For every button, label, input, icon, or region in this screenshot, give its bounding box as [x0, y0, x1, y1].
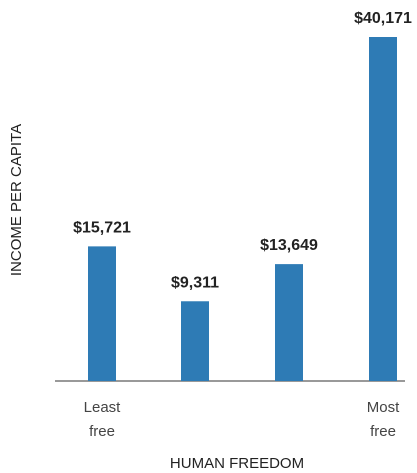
- y-axis-label: INCOME PER CAPITA: [8, 124, 25, 276]
- bar: [275, 264, 303, 381]
- value-label: $13,649: [260, 237, 318, 254]
- value-label: $9,311: [171, 274, 219, 291]
- value-label: $40,171: [354, 10, 412, 27]
- value-label: $15,721: [73, 219, 131, 236]
- x-axis-label: HUMAN FREEDOM: [170, 455, 304, 472]
- bar: [369, 37, 397, 381]
- x-tick-label: Least free: [83, 399, 121, 440]
- bar: [181, 301, 209, 381]
- bar: [88, 246, 116, 381]
- x-tick-label: Most free: [366, 399, 400, 440]
